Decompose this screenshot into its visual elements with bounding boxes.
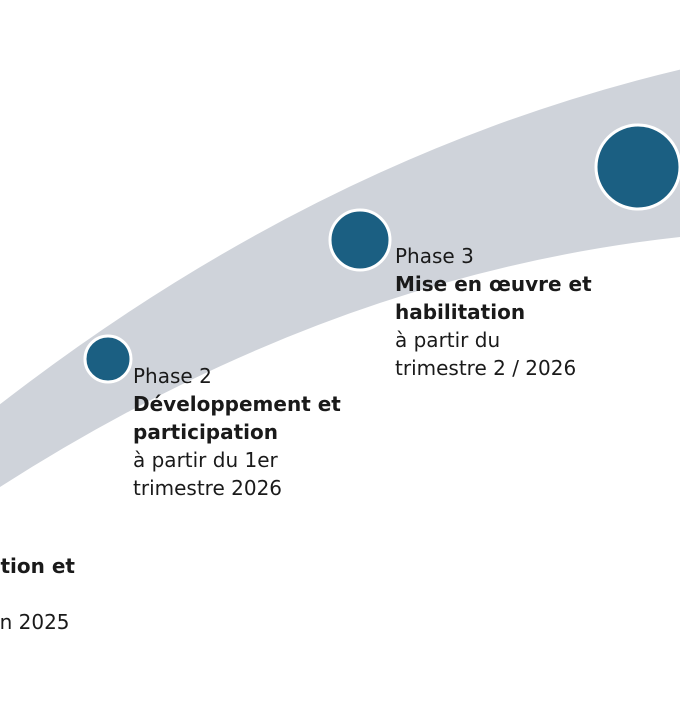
phase3-title-line1: Mise en œuvre et bbox=[395, 272, 592, 296]
phase3-title-line2: habilitation bbox=[395, 300, 526, 324]
phase2-node bbox=[83, 334, 133, 384]
phase2-title-line2: participation bbox=[133, 420, 279, 444]
phase2-text: Phase 2 Développement et participation à… bbox=[133, 362, 341, 502]
phase3-node bbox=[328, 208, 392, 272]
phase3-timing-line2: trimestre 2 / 2026 bbox=[395, 356, 577, 380]
phase2-title-line1: Développement et bbox=[133, 392, 341, 416]
roadmap-band bbox=[0, 69, 680, 488]
phase2-timing-line1: à partir du 1er bbox=[133, 448, 278, 472]
phase1-timing: fin 2025 bbox=[0, 610, 70, 634]
phase1-title-line2: e bbox=[0, 580, 75, 608]
phase2-label: Phase 2 bbox=[133, 364, 212, 388]
phase4-node bbox=[594, 123, 680, 211]
phase1-text: ation et e fin 2025 bbox=[0, 552, 75, 636]
phase2-timing-line2: trimestre 2026 bbox=[133, 476, 283, 500]
phase3-text: Phase 3 Mise en œuvre et habilitation à … bbox=[395, 242, 592, 382]
phase1-title-line1: ation et bbox=[0, 554, 75, 578]
phase3-label: Phase 3 bbox=[395, 244, 474, 268]
phase3-timing-line1: à partir du bbox=[395, 328, 501, 352]
